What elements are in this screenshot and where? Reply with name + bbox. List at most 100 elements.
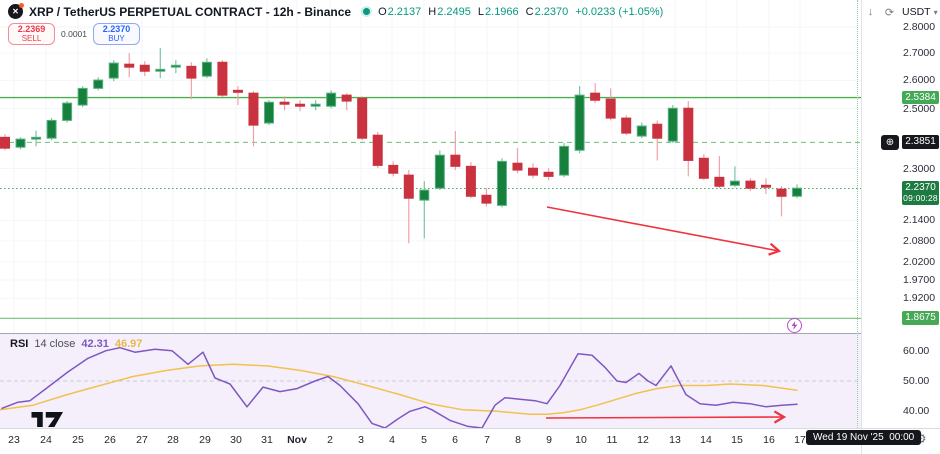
candle-body — [667, 107, 678, 142]
time-tick: 11 — [606, 434, 618, 446]
time-tick: 10 — [575, 434, 587, 446]
low-value: 2.1966 — [485, 5, 519, 18]
time-tick: 30 — [230, 434, 242, 446]
price-tick: 2.6000 — [903, 74, 936, 87]
price-label-2.5384: 2.5384 — [902, 90, 939, 105]
price-tick: 2.0200 — [903, 255, 936, 268]
time-tick: 8 — [515, 434, 521, 446]
price-tick: 2.0800 — [903, 234, 936, 247]
candle-body — [186, 65, 197, 79]
time-tick: 25 — [72, 434, 84, 446]
candle-body — [745, 180, 756, 189]
time-tick: 15 — [731, 434, 743, 446]
sell-price: 2.2369 — [17, 24, 46, 35]
lightning-icon — [791, 321, 798, 330]
time-tick: 4 — [389, 434, 395, 446]
candle-body — [124, 63, 135, 68]
candle-body — [543, 171, 554, 177]
buy-price: 2.2370 — [102, 24, 131, 35]
candle-body — [419, 189, 430, 201]
candle-body — [62, 102, 73, 121]
candle-body — [15, 138, 26, 148]
low-label: L — [477, 5, 485, 18]
candle-body — [403, 174, 414, 199]
candle-body — [574, 94, 585, 151]
candle-body — [450, 154, 461, 167]
candle-body — [434, 154, 445, 189]
close-label: C — [525, 5, 534, 18]
time-tick: 6 — [452, 434, 458, 446]
rsi-canvas[interactable] — [0, 335, 861, 428]
price-label-2.3851: 2.3851 — [902, 135, 939, 149]
candle-body — [698, 157, 709, 179]
candlestick-canvas[interactable] — [0, 0, 861, 334]
rsi-ma-line — [0, 363, 798, 416]
main-chart-pane[interactable] — [0, 0, 861, 334]
lightning-marker[interactable] — [787, 318, 802, 333]
time-tick: 7 — [484, 434, 490, 446]
candle-body — [93, 79, 104, 89]
currency-label: USDT — [902, 6, 931, 18]
chevron-down-icon: ▾ — [933, 7, 938, 17]
candle-body — [232, 89, 243, 93]
candle-body — [729, 180, 740, 186]
candle-body — [31, 136, 42, 140]
buy-button[interactable]: 2.2370 BUY — [93, 23, 140, 45]
candle-body — [496, 160, 507, 206]
candle-body — [170, 64, 181, 68]
time-tick: 14 — [700, 434, 712, 446]
time-tick: 13 — [669, 434, 681, 446]
rsi-tick: 60.00 — [903, 344, 930, 357]
time-tick: 3 — [358, 434, 364, 446]
price-axis-border — [861, 0, 862, 454]
close-value: 2.2370 — [534, 5, 569, 18]
ohlc-values: O 2.2137 H 2.2495 L 2.1966 C 2.2370 +0.0233 … — [378, 6, 663, 18]
candle-body — [652, 123, 663, 139]
time-tick: 26 — [104, 434, 116, 446]
add-alert-plus-icon[interactable]: ⊕ — [881, 134, 899, 150]
rsi-value: 42.31 — [81, 338, 109, 350]
sell-label: SELL — [21, 33, 42, 43]
scroll-to-price-icon[interactable]: ↓ — [867, 6, 874, 18]
time-tick: 29 — [199, 434, 211, 446]
candle-body — [372, 134, 383, 166]
time-tick: 9 — [546, 434, 552, 446]
time-tick: 12 — [637, 434, 649, 446]
crosshair-date-label: Wed 19 Nov '25 00:00 — [806, 430, 922, 445]
candle-body — [590, 92, 601, 101]
price-label-2.2370: 2.2370 09:00:28 — [902, 181, 939, 205]
candle-body — [326, 92, 337, 107]
time-tick: 31 — [261, 434, 273, 446]
rsi-ma-value: 46.97 — [114, 338, 143, 350]
time-tick: 5 — [421, 434, 427, 446]
candle-body — [605, 98, 616, 119]
candle-body — [760, 184, 771, 188]
symbol-title[interactable]: XRP / TetherUS PERPETUAL CONTRACT - 12h … — [29, 4, 352, 19]
candle-body — [636, 125, 647, 137]
candle-body — [512, 162, 523, 171]
rsi-title[interactable]: RSI — [10, 338, 29, 350]
rsi-tick: 40.00 — [903, 405, 930, 418]
time-tick: 16 — [763, 434, 775, 446]
high-value: 2.2495 — [437, 5, 471, 18]
candle-body — [481, 194, 492, 204]
time-tick: 27 — [136, 434, 148, 446]
bar-countdown: 09:00:28 — [903, 192, 938, 203]
currency-dropdown[interactable]: USDT ▾ — [902, 6, 938, 18]
auto-scale-icon[interactable]: ⟳ — [884, 6, 895, 19]
candle-body — [621, 117, 632, 134]
candle-body — [341, 94, 352, 102]
sell-button[interactable]: 2.2369 SELL — [8, 23, 55, 45]
price-label-1.8675: 1.8675 — [902, 311, 939, 325]
price-tick: 1.9700 — [903, 273, 936, 286]
candle-body — [310, 103, 321, 107]
rsi-tick: 50.00 — [903, 375, 930, 387]
spread-value: 0.0001 — [61, 29, 87, 39]
price-tick: 2.1400 — [903, 214, 936, 227]
rsi-line — [1, 346, 798, 428]
time-tick: 24 — [40, 434, 52, 446]
pane-separator[interactable] — [0, 333, 861, 334]
time-tick: Nov — [287, 434, 307, 446]
tradingview-logo-icon[interactable] — [31, 412, 77, 432]
